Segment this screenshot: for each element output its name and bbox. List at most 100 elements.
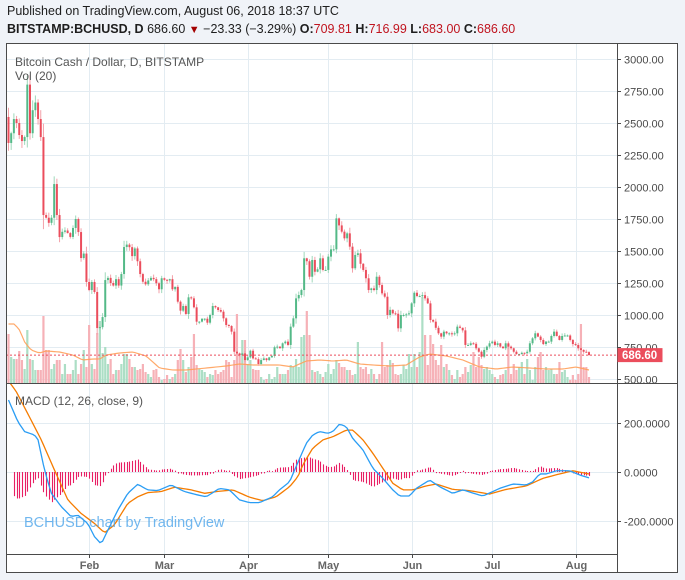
- price-axis-label: 2250.00: [624, 151, 664, 163]
- candle-body: [416, 292, 418, 297]
- volume-bar: [36, 370, 40, 383]
- volume-bar: [106, 364, 110, 383]
- candle-body: [61, 231, 64, 238]
- volume-bar: [85, 367, 88, 383]
- volume-bar: [321, 377, 325, 383]
- candle: [413, 291, 416, 307]
- volume-bar: [378, 374, 381, 383]
- candle-body: [171, 279, 174, 290]
- ohlc-low: L:683.00: [410, 22, 460, 36]
- volume-bar: [42, 316, 45, 383]
- candle-body: [324, 269, 327, 271]
- candle-body: [63, 230, 66, 232]
- axes: [6, 43, 678, 573]
- candle: [123, 240, 126, 279]
- candle: [287, 339, 289, 347]
- candle-body: [588, 352, 590, 356]
- candle: [155, 277, 158, 286]
- volume-bar: [144, 372, 147, 383]
- volume-bar: [504, 370, 507, 383]
- candle-body: [526, 351, 529, 354]
- ohlc-high: H:716.99: [355, 22, 406, 36]
- candle-body: [225, 318, 228, 325]
- candle: [112, 280, 115, 287]
- price-axis-label: 2500.00: [624, 119, 664, 131]
- volume-bar: [364, 367, 368, 383]
- candle: [348, 227, 351, 250]
- candle-body: [381, 285, 384, 294]
- candle: [66, 228, 69, 234]
- ohlc-high-value: 716.99: [368, 22, 407, 36]
- volume-bar: [241, 340, 244, 383]
- candle-body: [313, 259, 316, 272]
- macd-legend: MACD (12, 26, close, 9): [15, 394, 144, 408]
- volume-bar: [550, 369, 553, 383]
- candle: [74, 215, 77, 234]
- candle: [160, 275, 163, 294]
- volume-bar: [217, 374, 220, 383]
- volume-bar: [324, 372, 327, 383]
- volume-bar: [410, 367, 413, 383]
- candle-body: [182, 306, 185, 311]
- price-label-box: [617, 348, 663, 363]
- candle: [55, 178, 58, 220]
- candle: [553, 328, 556, 338]
- candle-body: [88, 281, 91, 291]
- candle-body: [42, 137, 45, 216]
- volume-bar: [544, 367, 548, 383]
- candle-body: [437, 327, 440, 334]
- candle-body: [276, 346, 279, 348]
- candle-body: [149, 277, 152, 281]
- candle: [545, 340, 547, 346]
- volume-bar: [273, 377, 276, 383]
- candle-body: [378, 276, 381, 286]
- candle-body: [399, 315, 402, 329]
- volume-bar: [219, 372, 222, 383]
- candle: [373, 285, 375, 292]
- volume-bar: [375, 379, 378, 383]
- candle: [386, 292, 389, 319]
- candle-body: [321, 258, 324, 270]
- volume-bar: [225, 360, 228, 383]
- volume-bar: [249, 360, 252, 383]
- candle-body: [96, 291, 99, 329]
- candle: [442, 329, 445, 340]
- candle-body: [34, 102, 37, 111]
- candle-body: [354, 254, 357, 269]
- volume-bar: [297, 367, 300, 383]
- price-change: −23.33 (−3.29%): [203, 22, 297, 36]
- candle: [354, 251, 357, 271]
- volume-bar: [582, 367, 585, 383]
- ohlc-low-label: L:: [410, 22, 423, 36]
- volume-bar: [493, 377, 497, 383]
- volume-bar: [507, 344, 510, 383]
- volume-bar: [402, 365, 405, 383]
- candle-body: [10, 133, 13, 143]
- candle-body: [201, 318, 203, 322]
- candle: [563, 333, 566, 337]
- candle-body: [300, 290, 303, 296]
- volume-bar: [418, 352, 421, 383]
- volume-bar: [133, 367, 136, 383]
- candle-body: [203, 318, 206, 320]
- candle-body: [206, 318, 209, 323]
- volume-bar: [332, 369, 335, 383]
- candle: [346, 231, 349, 243]
- candle-body: [507, 343, 510, 347]
- candle: [383, 290, 386, 299]
- candle: [493, 339, 496, 347]
- candle: [313, 256, 316, 276]
- volume-bar: [230, 377, 233, 383]
- candle: [461, 327, 464, 333]
- volume-bar: [50, 369, 53, 383]
- candle: [201, 318, 203, 323]
- candle: [370, 287, 373, 293]
- volume-bar: [96, 333, 99, 383]
- volume-bar: [587, 377, 591, 383]
- candle: [316, 267, 319, 273]
- candle: [399, 310, 402, 333]
- candle-body: [117, 279, 120, 286]
- candle: [158, 281, 160, 294]
- candle-body: [477, 348, 480, 352]
